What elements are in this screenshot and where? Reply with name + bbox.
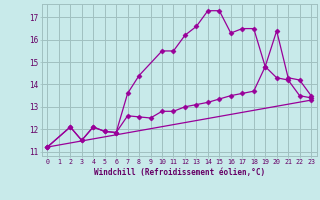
X-axis label: Windchill (Refroidissement éolien,°C): Windchill (Refroidissement éolien,°C) <box>94 168 265 177</box>
